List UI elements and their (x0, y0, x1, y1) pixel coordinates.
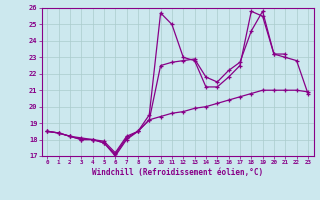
X-axis label: Windchill (Refroidissement éolien,°C): Windchill (Refroidissement éolien,°C) (92, 168, 263, 177)
